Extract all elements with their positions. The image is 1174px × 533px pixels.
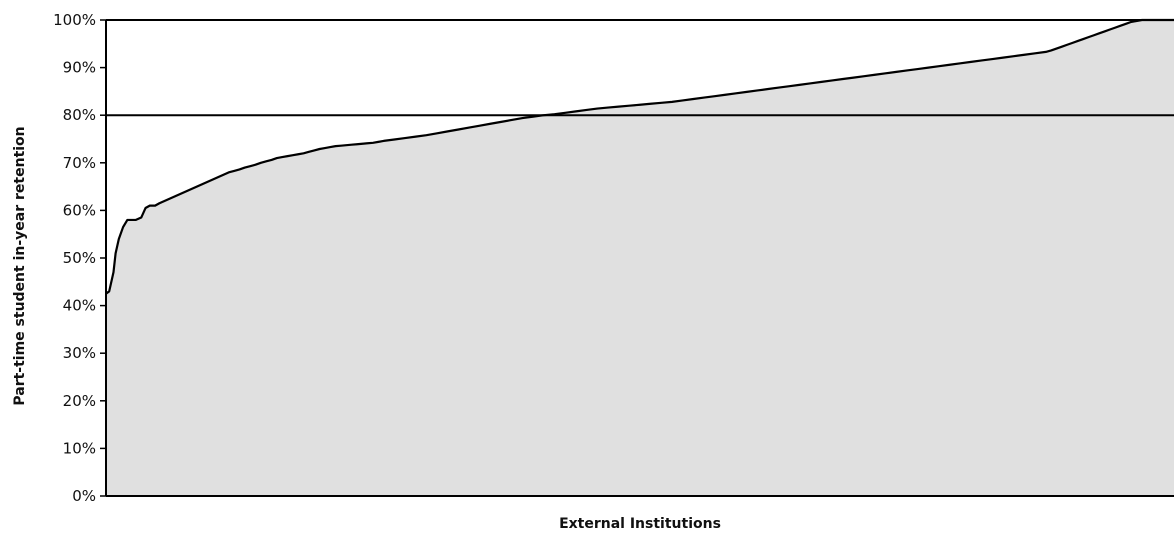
y-axis-title: Part-time student in-year retention [12,126,28,405]
y-tick-label: 50% [63,249,96,267]
y-tick-label: 40% [63,297,96,315]
y-tick-label: 20% [63,392,96,410]
y-tick-label: 100% [53,11,96,29]
plot-area [105,18,1174,497]
x-axis-title: External Institutions [559,516,721,532]
y-tick-label: 0% [72,487,96,505]
y-tick-label: 80% [63,106,96,124]
y-tick-label: 60% [63,201,96,219]
area-fill [106,20,1174,496]
y-tick-label: 10% [63,439,96,457]
y-axis-ticks: 0% 10% 20% 30% 40% 50% 60% 70% 80% 90% 100% [53,11,106,505]
series-line [105,18,1174,295]
y-tick-label: 30% [63,344,96,362]
y-tick-label: 90% [63,59,96,77]
y-tick-label: 70% [63,154,96,172]
